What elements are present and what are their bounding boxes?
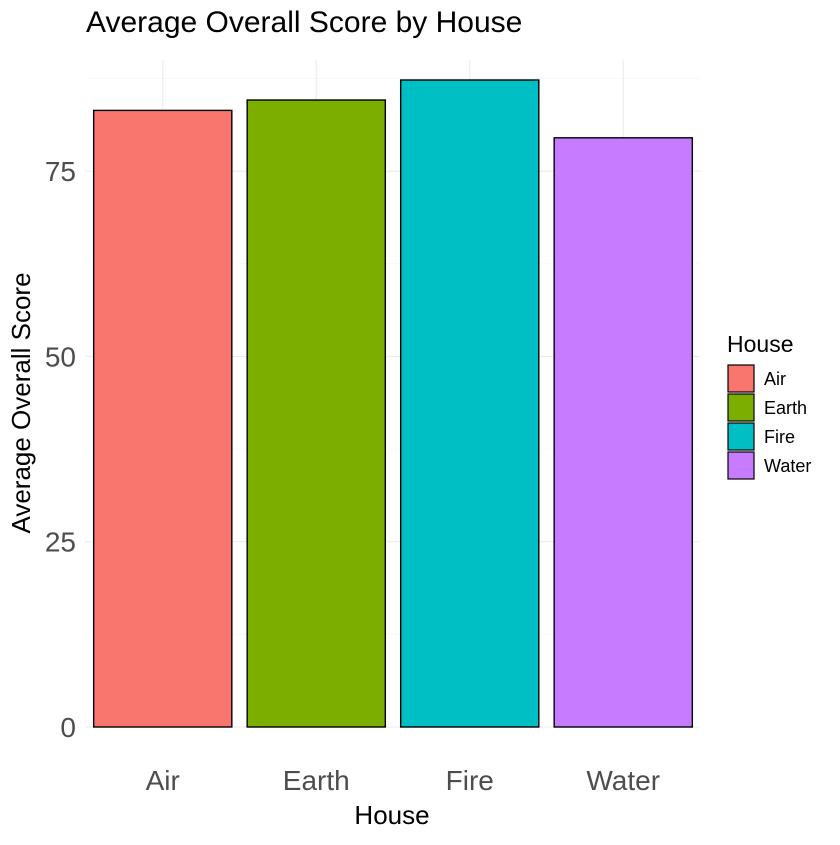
x-axis-title: House <box>354 800 429 830</box>
y-tick-label: 0 <box>60 712 76 743</box>
legend-key-water <box>727 451 755 480</box>
y-tick-label: 25 <box>45 527 76 558</box>
legend-label-fire: Fire <box>764 427 795 447</box>
y-tick-label: 75 <box>45 156 76 187</box>
bar-fire <box>399 79 540 728</box>
legend-title: House <box>727 331 793 357</box>
legend-label-air: Air <box>764 369 786 389</box>
y-axis-title: Average Overall Score <box>6 272 36 533</box>
x-tick-label: Earth <box>283 765 350 796</box>
x-tick-label: Air <box>146 765 180 796</box>
legend: House Air Earth Fire Water <box>727 331 811 480</box>
y-tick-label: 50 <box>45 341 76 372</box>
legend-label-earth: Earth <box>764 398 807 418</box>
bar-earth <box>246 99 387 728</box>
chart-title: Average Overall Score by House <box>86 6 522 39</box>
y-axis-ticks: 0 25 50 75 <box>45 156 76 743</box>
legend-key-earth <box>727 393 755 422</box>
legend-label-water: Water <box>764 456 811 476</box>
bars <box>92 79 694 728</box>
x-tick-label: Fire <box>446 765 494 796</box>
x-tick-label: Water <box>586 765 660 796</box>
legend-key-fire <box>727 422 755 451</box>
legend-key-air <box>727 364 755 393</box>
bar-water <box>553 137 694 728</box>
bar-air <box>92 109 233 728</box>
x-axis-ticks: Air Earth Fire Water <box>146 765 660 796</box>
